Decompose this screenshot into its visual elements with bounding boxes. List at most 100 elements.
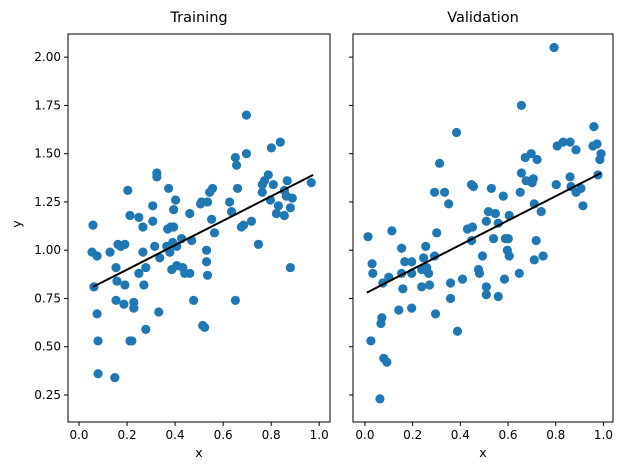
x-axis-label: x (479, 445, 486, 460)
data-point (285, 262, 295, 273)
data-point (150, 241, 160, 251)
data-point (138, 247, 148, 257)
data-point (592, 139, 602, 149)
data-point (527, 178, 537, 188)
data-point (490, 208, 501, 219)
data-point (205, 187, 215, 197)
data-point (424, 268, 434, 278)
subplot-title: Validation (447, 10, 519, 26)
x-tick-label: 1.0 (310, 428, 329, 442)
data-point (576, 183, 586, 194)
data-point (429, 187, 440, 197)
data-point (481, 289, 491, 300)
x-tick-label: 0.0 (69, 428, 88, 442)
data-point (498, 191, 508, 201)
data-point (120, 280, 130, 290)
data-point (467, 222, 478, 232)
data-point (481, 282, 491, 292)
y-axis-label: y (9, 220, 24, 228)
data-point (439, 187, 450, 197)
data-point (164, 183, 174, 194)
x-tick-label: 0.6 (214, 428, 233, 442)
x-tick-label: 0.4 (451, 428, 470, 442)
data-point (516, 168, 527, 178)
data-point (230, 152, 240, 163)
data-point (526, 149, 536, 159)
data-point (430, 309, 441, 319)
x-tick-label: 0.6 (498, 428, 517, 442)
data-point (201, 257, 212, 267)
data-point (112, 276, 122, 286)
axes-frame (67, 33, 331, 423)
data-point (387, 226, 397, 236)
data-point (367, 259, 377, 269)
y-tick-label: 0.75 (34, 291, 61, 305)
data-point (549, 42, 559, 53)
data-point (185, 208, 195, 219)
data-point (468, 181, 479, 192)
data-point (529, 255, 539, 265)
data-point (188, 295, 199, 305)
data-point (282, 176, 292, 186)
data-point (595, 154, 605, 165)
data-point (268, 179, 278, 190)
data-point (170, 195, 181, 205)
data-point (398, 284, 408, 294)
data-point (230, 295, 240, 305)
data-point (93, 336, 103, 346)
data-point (202, 270, 213, 280)
data-point (111, 262, 121, 273)
data-point (141, 324, 151, 334)
fit-line (366, 172, 602, 294)
data-point (232, 183, 243, 194)
data-point (110, 373, 120, 383)
data-point (434, 158, 445, 168)
data-point (451, 127, 462, 138)
data-point (207, 214, 217, 224)
data-point (139, 280, 149, 290)
data-point (368, 268, 378, 278)
y-tick-label: 1.25 (34, 195, 61, 209)
data-point (138, 222, 148, 232)
data-point (397, 243, 407, 253)
x-tick-label: 0.0 (355, 428, 374, 442)
data-point (238, 220, 249, 230)
data-point (486, 183, 496, 194)
data-point (185, 268, 195, 278)
data-point (481, 216, 491, 226)
data-point (493, 218, 503, 228)
data-point (444, 199, 454, 209)
data-point (148, 201, 158, 211)
data-point (273, 201, 283, 211)
data-point (407, 257, 417, 267)
data-point (200, 322, 210, 333)
data-point (134, 212, 144, 222)
x-tick-label: 0.8 (262, 428, 281, 442)
data-point (275, 137, 285, 147)
data-point (257, 179, 267, 190)
data-point (531, 235, 541, 246)
data-point (148, 216, 158, 226)
data-point (565, 137, 575, 147)
data-point (279, 210, 289, 221)
data-point (253, 239, 264, 250)
data-point (536, 206, 546, 217)
data-point (571, 145, 581, 155)
data-point (488, 234, 499, 244)
data-point (589, 122, 599, 132)
data-point (376, 318, 386, 329)
data-point (499, 274, 510, 284)
data-point (306, 178, 316, 188)
data-point (483, 206, 494, 217)
data-point (92, 309, 102, 319)
data-point (407, 303, 417, 313)
data-point (88, 220, 98, 230)
fit-line (92, 174, 314, 288)
subplot-validation: 0.0 0.2 0.4 0.6 0.8 1.0 Validation x (349, 10, 614, 460)
data-point (366, 336, 376, 346)
data-point (504, 251, 514, 261)
data-point (363, 232, 373, 242)
x-tick-label: 0.2 (403, 428, 422, 442)
data-point (152, 172, 162, 182)
data-point (382, 357, 392, 367)
